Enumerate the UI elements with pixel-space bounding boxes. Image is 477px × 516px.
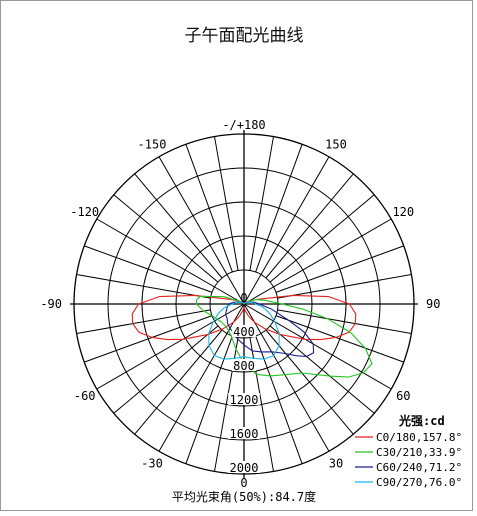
- grid-spoke: [255, 335, 303, 464]
- angle-tick-label: 120: [392, 205, 414, 219]
- grid-spoke: [185, 144, 233, 273]
- grid-spoke: [265, 173, 354, 279]
- grid-spoke: [185, 335, 233, 464]
- grid-spoke: [275, 245, 404, 293]
- grid-spoke: [255, 144, 303, 273]
- grid-spoke: [96, 218, 245, 305]
- angle-tick-label: -30: [141, 456, 163, 470]
- grid-spoke: [76, 274, 211, 299]
- grid-spoke: [249, 136, 274, 271]
- radial-tick-label: 800: [233, 359, 255, 373]
- grid-spoke: [158, 156, 245, 305]
- grid-spoke: [243, 303, 330, 452]
- series-curve: [195, 295, 373, 378]
- grid-spoke: [243, 303, 392, 390]
- grid-spoke: [134, 329, 223, 435]
- angle-tick-label: 150: [325, 138, 347, 152]
- grid-spoke: [76, 309, 211, 334]
- chart-title: 子午面配光曲线: [185, 26, 304, 46]
- radial-tick-label: 1600: [230, 427, 259, 441]
- series-curve: [131, 294, 357, 341]
- grid-spoke: [269, 325, 375, 414]
- grid-spoke: [277, 309, 412, 334]
- grid-spoke: [84, 245, 213, 293]
- grid-spoke: [277, 274, 412, 299]
- angle-tick-label: -150: [138, 138, 167, 152]
- legend-title: 光强:cd: [398, 413, 445, 428]
- radial-tick-labels: 0 400 800 1200 1600 2000: [228, 291, 260, 475]
- grid-spoke: [269, 194, 375, 283]
- angle-tick-label: -60: [74, 389, 96, 403]
- radial-label-backing: [228, 461, 260, 473]
- grid-spoke: [96, 303, 245, 390]
- legend-entry-label: C30/210,33.9°: [376, 446, 462, 459]
- series-layer: [131, 294, 373, 378]
- angle-tick-labels: -/+180 150 -150 120 -120 90 -90 60 -60 30 -30 0: [40, 118, 440, 490]
- grid-spoke: [113, 325, 219, 414]
- radial-label-backing: [228, 427, 260, 439]
- radial-label-backing: [228, 393, 260, 405]
- polar-grid: [70, 130, 418, 478]
- angle-tick-label: 30: [329, 456, 343, 470]
- grid-spoke: [275, 315, 404, 363]
- legend-entry-label: C0/180,157.8°: [376, 431, 462, 444]
- angle-tick-label: 90: [426, 297, 440, 311]
- legend: 光强:cd C0/180,157.8° C30/210,33.9° C60/240,…: [355, 413, 462, 489]
- angle-tick-label: -90: [40, 297, 62, 311]
- radial-tick-label: 1200: [230, 393, 259, 407]
- angle-tick-label: 0: [240, 476, 247, 490]
- angle-tick-label: 60: [396, 389, 410, 403]
- grid-spoke: [113, 194, 219, 283]
- grid-spoke: [84, 315, 213, 363]
- legend-entry-label: C60/240,71.2°: [376, 461, 462, 474]
- radial-label-backing: [231, 359, 257, 371]
- series-curve: [208, 301, 280, 360]
- legend-entry-label: C90/270,76.0°: [376, 476, 462, 489]
- angle-tick-label: -120: [70, 205, 99, 219]
- grid-spoke: [214, 136, 239, 271]
- grid-spoke: [134, 173, 223, 279]
- angle-tick-label: -/+180: [222, 118, 265, 132]
- grid-spoke: [243, 156, 330, 305]
- radial-label-backing: [231, 325, 257, 337]
- beam-angle-footer: 平均光束角(50%):84.7度: [172, 489, 316, 504]
- radial-tick-label: 2000: [230, 461, 259, 475]
- radial-tick-label: 400: [233, 325, 255, 339]
- grid-spoke: [243, 218, 392, 305]
- grid-spoke: [265, 329, 354, 435]
- radial-tick-label: 0: [240, 291, 247, 305]
